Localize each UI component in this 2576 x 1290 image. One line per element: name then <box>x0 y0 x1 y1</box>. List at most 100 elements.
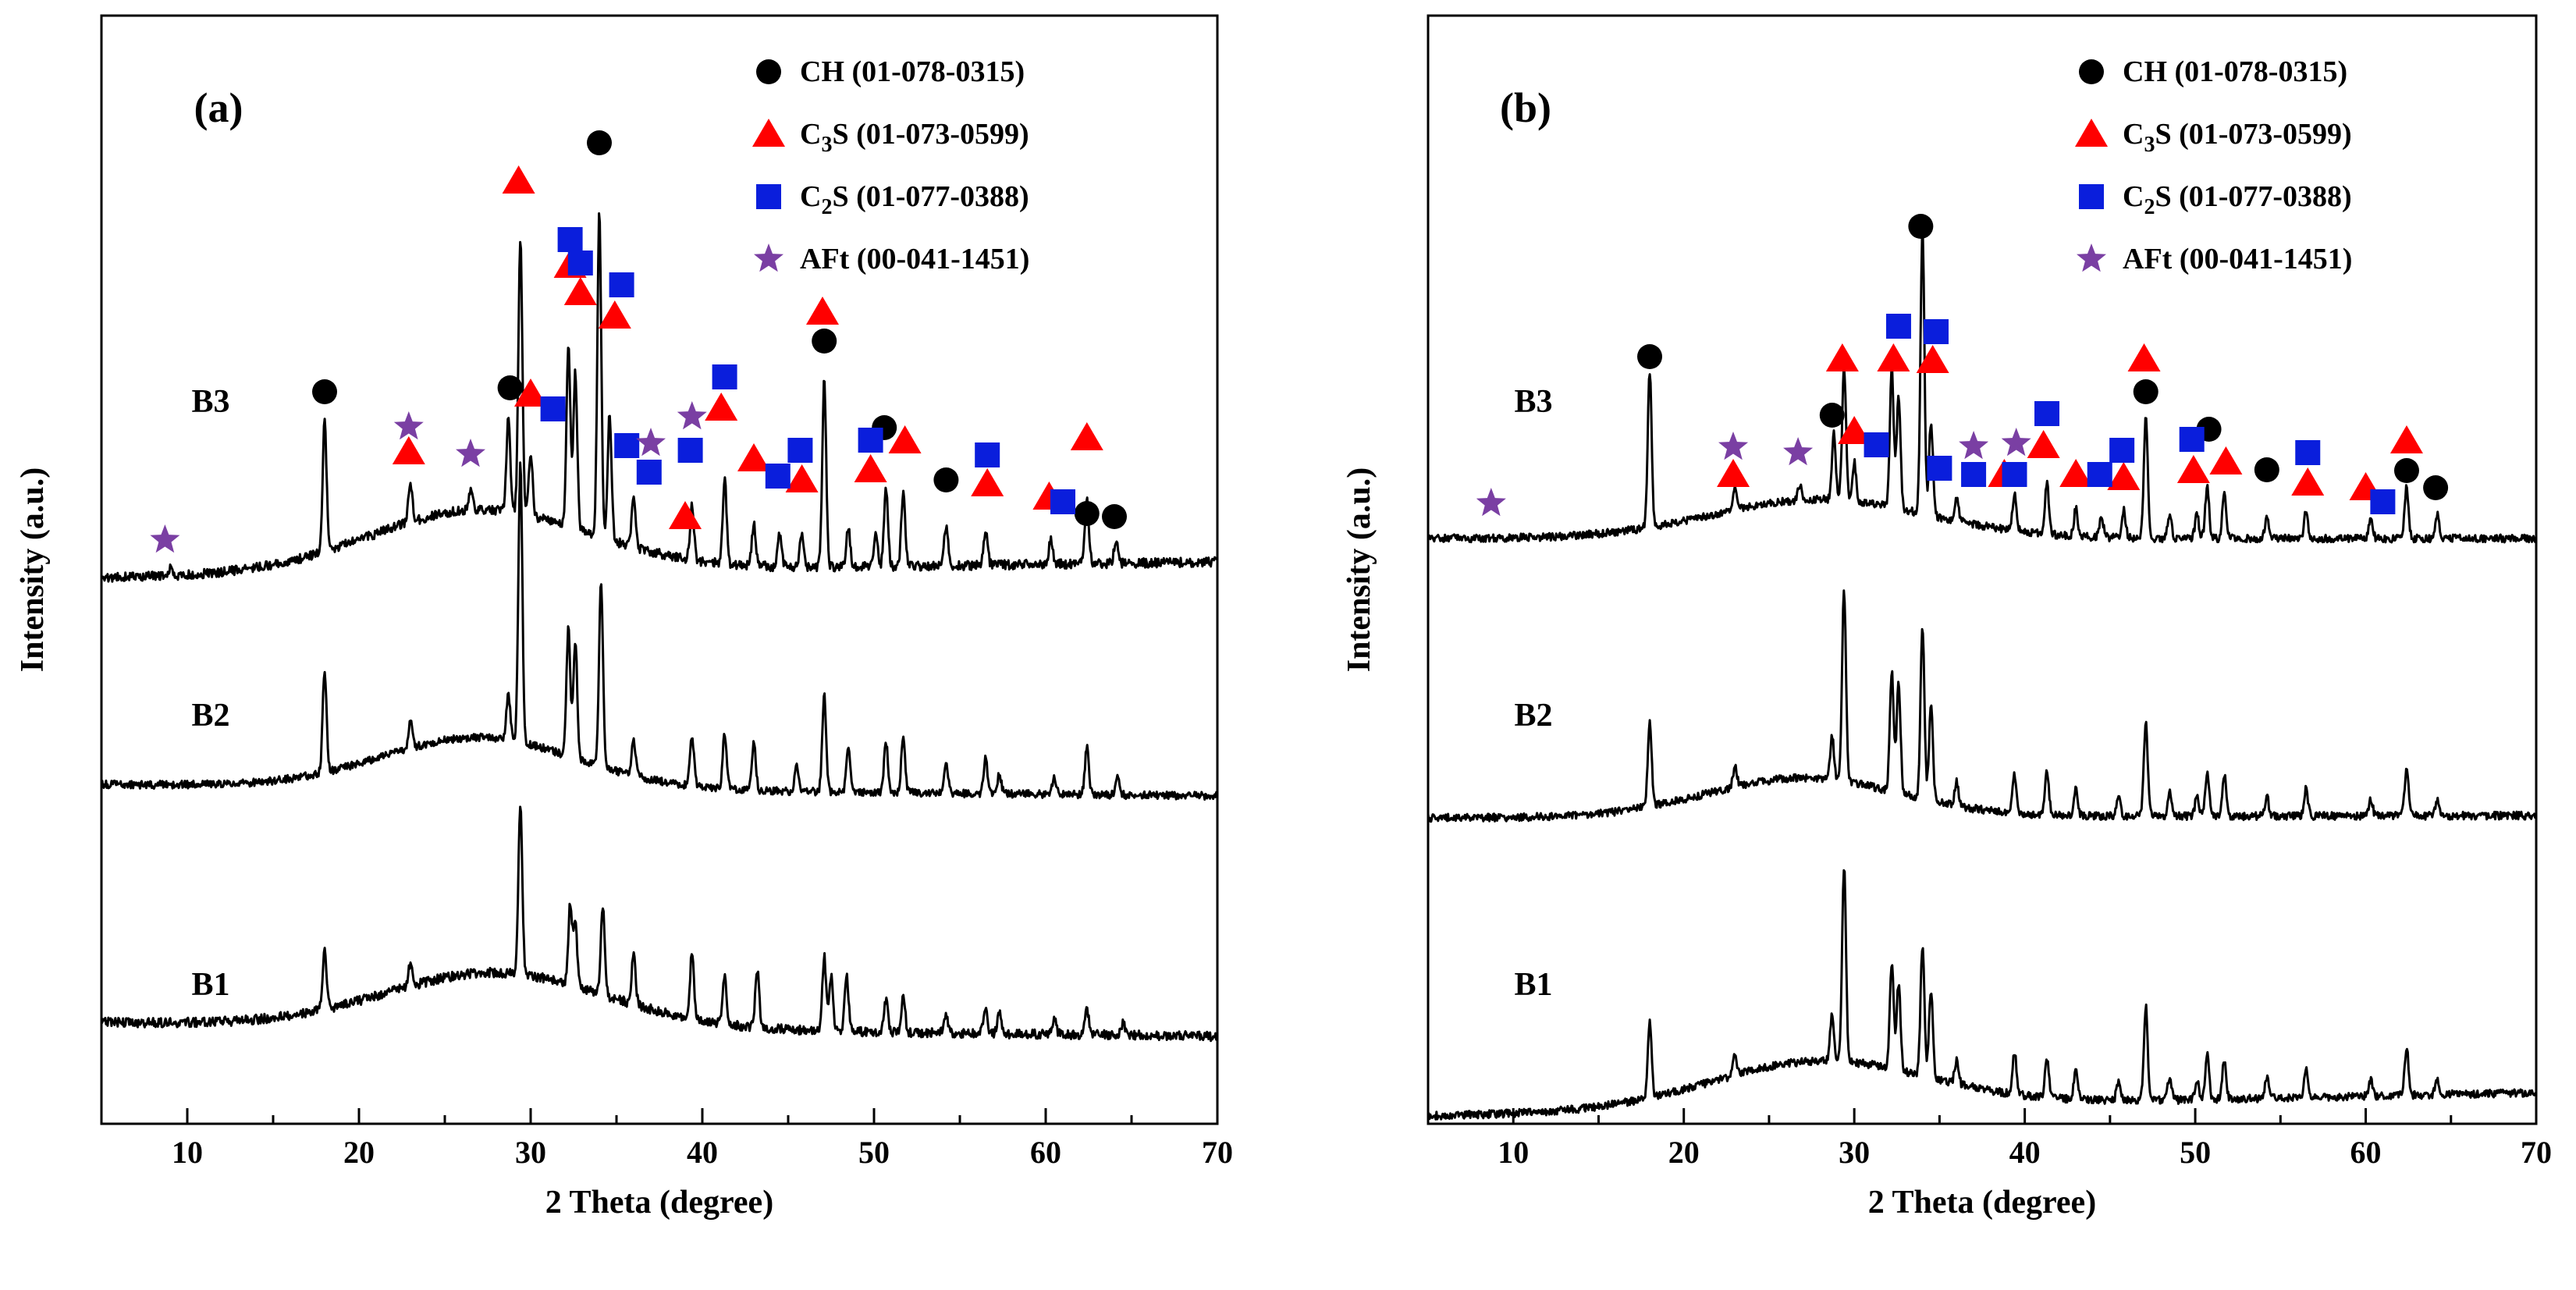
x-tick-label: 10 <box>1498 1135 1529 1170</box>
plot-frame <box>100 14 1219 1125</box>
marker-c2s <box>1050 489 1075 514</box>
marker-c3s <box>806 297 839 325</box>
marker-ch <box>2254 457 2279 482</box>
marker-aft <box>1718 432 1749 460</box>
series-label-b1: B1 <box>191 967 229 1003</box>
legend-c2s-label: C2S (01-077-0388) <box>800 180 1029 219</box>
marker-c3s <box>854 454 887 482</box>
x-tick-label: 70 <box>2521 1135 2552 1170</box>
marker-c2s <box>609 272 634 297</box>
marker-c2s <box>2370 489 2396 514</box>
y-axis-title: Intensity (a.u.) <box>1341 467 1377 673</box>
marker-aft <box>1783 437 1814 466</box>
series-label-b1: B1 <box>1514 967 1552 1003</box>
marker-c2s <box>1961 462 1987 487</box>
series-label-b3: B3 <box>1514 384 1552 420</box>
panel-label: (b) <box>1500 84 1551 131</box>
marker-c2s <box>540 396 566 421</box>
marker-c2s <box>636 460 662 485</box>
marker-c2s <box>1924 319 1949 344</box>
x-tick-label: 40 <box>2009 1135 2041 1170</box>
series-trace-b3 <box>1427 233 2538 544</box>
marker-c2s <box>975 442 1000 467</box>
marker-c3s <box>2209 446 2243 474</box>
marker-c3s <box>971 468 1004 496</box>
x-axis-title: 2 Theta (degree) <box>1868 1185 2096 1221</box>
series-trace-b2 <box>1427 589 2537 823</box>
panel-a: 10 20 30 40 50 60 70 2 Theta (degree) Intensity … <box>15 14 1233 1221</box>
marker-aft <box>456 439 485 467</box>
x-tick-label: 20 <box>1668 1135 1700 1170</box>
legend-aft-symbol <box>754 243 783 272</box>
marker-c3s <box>2127 343 2161 371</box>
marker-c2s <box>2034 401 2060 426</box>
plot-frame <box>1427 14 2538 1125</box>
marker-ch <box>312 379 337 404</box>
marker-c3s <box>2107 462 2141 490</box>
marker-c3s <box>514 378 547 407</box>
marker-c2s <box>2109 438 2135 463</box>
marker-c3s <box>2176 455 2210 483</box>
marker-c3s <box>563 277 597 305</box>
marker-c2s <box>557 227 583 252</box>
marker-c3s <box>598 300 631 329</box>
y-axis-title: Intensity (a.u.) <box>15 467 51 673</box>
marker-c3s <box>737 443 770 471</box>
marker-ch <box>933 467 959 492</box>
legend-c2s-symbol <box>756 184 781 209</box>
marker-c3s <box>785 464 819 492</box>
marker-c2s <box>567 251 593 275</box>
legend-c3s-symbol <box>2075 119 2108 147</box>
marker-ch <box>2393 458 2419 483</box>
marker-aft <box>1476 488 1506 517</box>
marker-c3s <box>1838 416 1871 444</box>
marker-c2s <box>2002 462 2027 487</box>
x-tick-label: 30 <box>515 1135 546 1170</box>
series-trace-b1 <box>100 805 1218 1043</box>
marker-c3s <box>1825 343 1859 371</box>
marker-aft <box>393 411 424 440</box>
marker-c3s <box>2059 459 2093 487</box>
legend-c3s-label: C3S (01-073-0599) <box>800 118 1029 157</box>
x-tick-label: 50 <box>858 1135 890 1170</box>
series-trace-b2 <box>100 461 1219 801</box>
marker-ch <box>1819 403 1845 428</box>
series-label-b2: B2 <box>1514 698 1552 734</box>
x-tick-label: 10 <box>172 1135 203 1170</box>
marker-c3s <box>392 436 425 464</box>
marker-c3s <box>1877 343 1910 371</box>
legend-aft-symbol <box>2077 243 2106 272</box>
marker-c3s <box>1717 459 1750 487</box>
marker-ch <box>1102 504 1127 529</box>
legend-ch-symbol <box>2079 59 2104 84</box>
x-tick-label: 50 <box>2180 1135 2211 1170</box>
legend-c2s-symbol <box>2079 184 2104 209</box>
legend-aft-label: AFt (00-041-1451) <box>2123 243 2352 275</box>
legend-ch-symbol <box>756 59 781 84</box>
marker-c2s <box>1927 456 1952 481</box>
x-tick-label: 70 <box>1202 1135 1233 1170</box>
legend-ch-label: CH (01-078-0315) <box>800 55 1025 88</box>
x-axis-title: 2 Theta (degree) <box>545 1185 773 1221</box>
marker-c2s <box>765 464 791 489</box>
marker-c2s <box>1885 314 1911 339</box>
legend-c3s-label: C3S (01-073-0599) <box>2123 118 2352 157</box>
marker-ch <box>2133 379 2159 404</box>
marker-c3s <box>669 501 702 529</box>
marker-c3s <box>502 165 535 194</box>
marker-aft <box>636 428 666 457</box>
panel-label: (a) <box>194 84 243 131</box>
marker-c2s <box>787 438 813 463</box>
marker-aft <box>150 524 180 553</box>
marker-c3s <box>2027 430 2060 458</box>
legend-aft-label: AFt (00-041-1451) <box>800 243 1029 275</box>
series-trace-b1 <box>1427 869 2537 1121</box>
marker-ch <box>1637 344 1662 369</box>
marker-aft <box>1959 431 1989 460</box>
marker-ch <box>497 375 523 400</box>
marker-c3s <box>2291 467 2325 496</box>
marker-c3s <box>1916 345 1949 373</box>
legend-c2s-label: C2S (01-077-0388) <box>2123 180 2352 219</box>
marker-ch <box>1908 214 1934 239</box>
